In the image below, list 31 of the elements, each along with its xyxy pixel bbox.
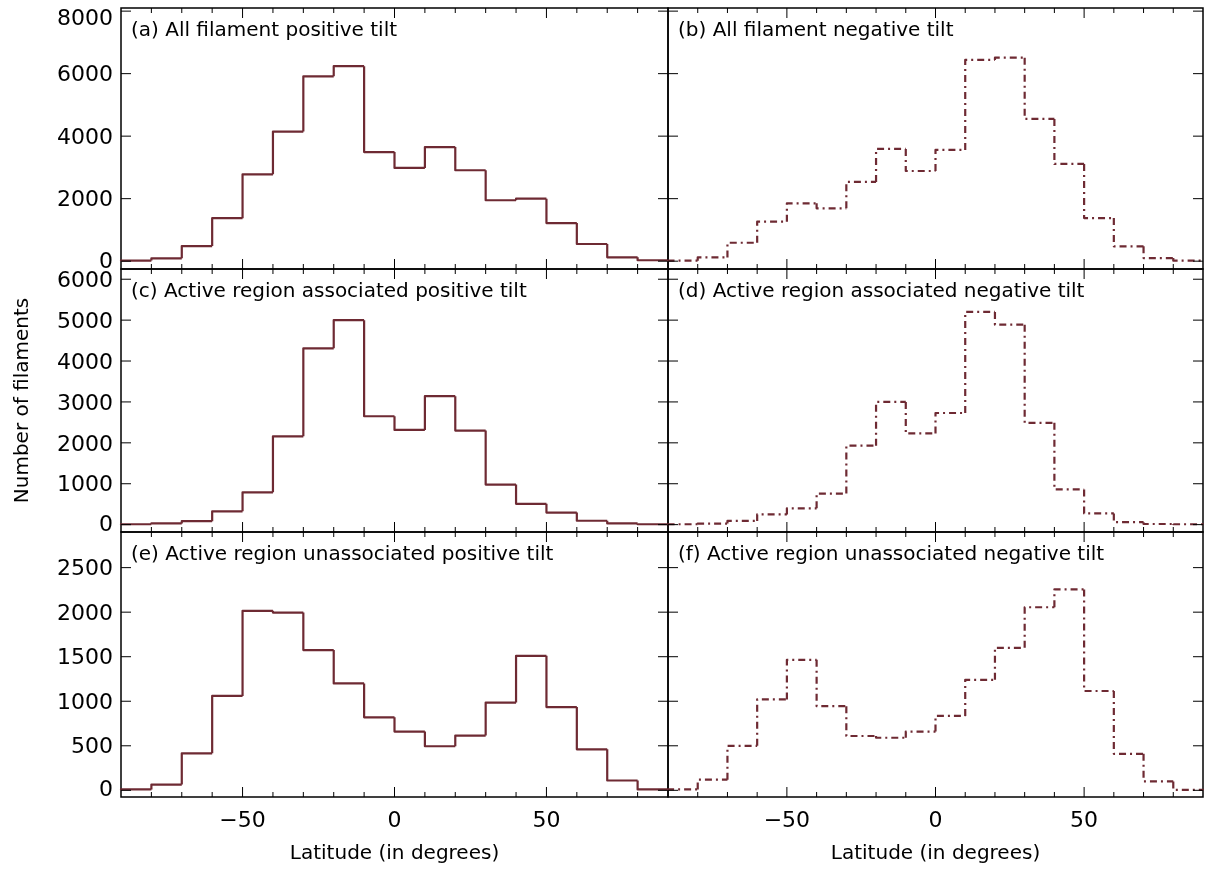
y-tick-label: 2500	[57, 555, 113, 581]
annotation: (d) Active region associated negative tilt	[678, 278, 1085, 302]
annotation: (b) All filament negative tilt	[678, 17, 954, 41]
y-tick-label: 0	[99, 510, 113, 536]
x-axis-title: Latitude (in degrees)	[289, 840, 500, 864]
y-tick-label: 2000	[57, 186, 113, 212]
y-tick-label: 3000	[57, 389, 113, 415]
x-tick-label: 0	[387, 807, 402, 832]
x-tick-label: −50	[219, 807, 266, 832]
y-tick-label: 0	[99, 775, 113, 801]
y-tick-label: 8000	[57, 4, 113, 30]
y-tick-label: 4000	[57, 123, 113, 149]
x-axis-title: Latitude (in degrees)	[830, 840, 1041, 864]
x-tick-label: 50	[1070, 807, 1099, 832]
y-tick-label: 500	[71, 733, 113, 759]
y-tick-label: 2000	[57, 599, 113, 625]
annotation: (f) Active region unassociated negative tilt	[678, 541, 1105, 565]
y-tick-label: 4000	[57, 348, 113, 374]
annotation: (e) Active region unassociated positive tilt	[131, 541, 554, 565]
x-tick-label: 0	[928, 807, 943, 832]
y-tick-label: 5000	[57, 307, 113, 333]
y-tick-label: 1500	[57, 644, 113, 670]
annotation: (c) Active region associated positive tilt	[131, 278, 527, 302]
y-tick-label: 6000	[57, 61, 113, 87]
x-tick-label: −50	[763, 807, 811, 832]
x-tick-label: 50	[532, 807, 561, 832]
annotation: (a) All filament positive tilt	[131, 17, 398, 41]
y-axis-title: Number of filaments	[9, 297, 33, 504]
y-tick-label: 1000	[57, 688, 113, 714]
y-tick-label: 1000	[57, 471, 113, 497]
y-tick-label: 2000	[57, 430, 113, 456]
